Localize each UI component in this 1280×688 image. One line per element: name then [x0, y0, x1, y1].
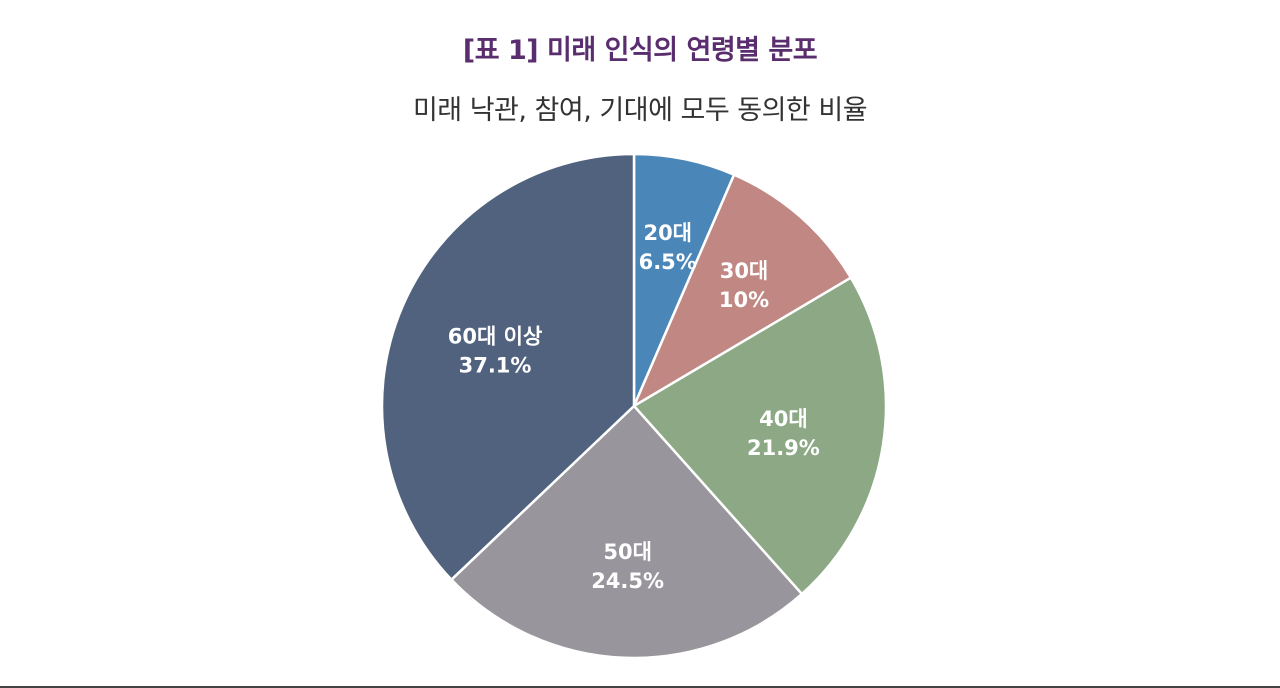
chart-subtitle: 미래 낙관, 참여, 기대에 모두 동의한 비율: [412, 95, 868, 126]
slice-value-label: 6.5%: [639, 250, 697, 274]
slice-value-label: 37.1%: [459, 353, 532, 377]
slice-category-label: 40대: [759, 407, 808, 431]
slice-category-label: 50대: [603, 540, 652, 564]
slice-value-label: 10%: [719, 288, 769, 312]
pie-slice-2: [632, 173, 853, 408]
slice-category-label: 20대: [643, 221, 692, 245]
slice-value-label: 24.5%: [591, 569, 664, 593]
slice-category-label: 30대: [720, 259, 769, 283]
bottom-divider: [0, 686, 1280, 688]
pie-slice-5: [380, 152, 636, 581]
pie-slice-3: [632, 276, 888, 596]
pie-labels: 20대 6.5% 30대 10% 40대 21.9% 50대 24.5% 60대 이상 37.1%: [448, 221, 820, 593]
pie-slice-4: [450, 404, 804, 660]
slice-category-label: 60대 이상: [448, 324, 543, 348]
chart-title: [표 1] 미래 인식의 연령별 분포: [462, 35, 818, 66]
slice-value-label: 21.9%: [747, 436, 820, 460]
pie-slices: [380, 152, 888, 660]
